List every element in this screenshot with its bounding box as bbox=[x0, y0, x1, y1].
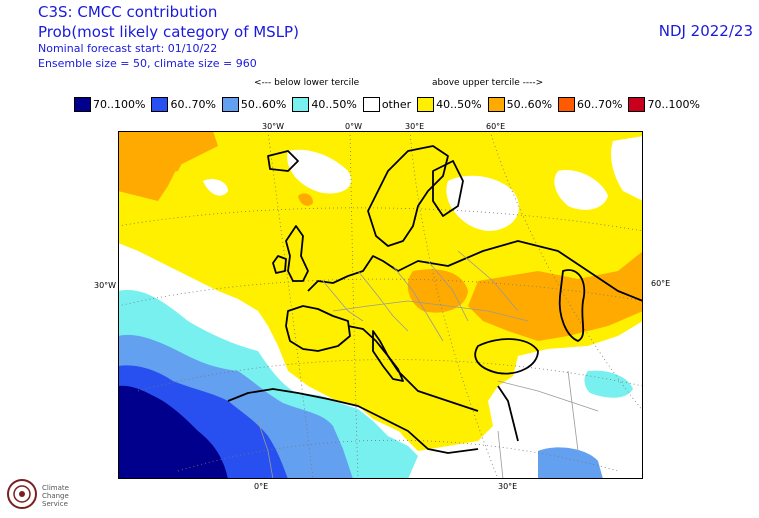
legend-swatch bbox=[222, 97, 239, 112]
legend-above-label: above upper tercile ----> bbox=[432, 78, 543, 88]
legend-item-label: 40..50% bbox=[436, 98, 481, 111]
ensemble-size: Ensemble size = 50, climate size = 960 bbox=[38, 57, 257, 70]
grid-label-top: 60°E bbox=[486, 122, 505, 131]
title-line2: Prob(most likely category of MSLP) bbox=[38, 23, 299, 41]
legend-item-label: 50..60% bbox=[507, 98, 552, 111]
grid-label-top: 30°E bbox=[405, 122, 424, 131]
copernicus-logo bbox=[4, 476, 40, 512]
legend-item-label: other bbox=[382, 98, 411, 111]
legend-item-label: 40..50% bbox=[311, 98, 356, 111]
logo-text: Climate Change Service bbox=[42, 484, 88, 508]
legend-item-label: 50..60% bbox=[241, 98, 286, 111]
legend-swatch bbox=[74, 97, 91, 112]
legend-item: 70..100% bbox=[628, 97, 699, 112]
legend-item-label: 70..100% bbox=[93, 98, 145, 111]
legend-item: 60..70% bbox=[558, 97, 622, 112]
legend-item: 70..100% bbox=[74, 97, 145, 112]
legend-item-label: 70..100% bbox=[647, 98, 699, 111]
title-line1: C3S: CMCC contribution bbox=[38, 3, 217, 21]
season-label: NDJ 2022/23 bbox=[659, 22, 753, 40]
grid-label-right: 60°E bbox=[651, 279, 670, 288]
grid-label-top: 30°W bbox=[262, 122, 284, 131]
legend-item-label: 60..70% bbox=[170, 98, 215, 111]
grid-label-bottom: 0°E bbox=[254, 482, 268, 491]
legend-swatch bbox=[417, 97, 434, 112]
legend-item: 50..60% bbox=[222, 97, 286, 112]
grid-label-left: 30°W bbox=[94, 281, 116, 290]
legend-item: other bbox=[363, 97, 411, 112]
legend-swatch bbox=[292, 97, 309, 112]
legend-swatch bbox=[363, 97, 380, 112]
legend-swatch bbox=[151, 97, 168, 112]
grid-label-bottom: 30°E bbox=[498, 482, 517, 491]
legend-item: 60..70% bbox=[151, 97, 215, 112]
legend-swatch bbox=[488, 97, 505, 112]
legend-item-label: 60..70% bbox=[577, 98, 622, 111]
legend-item: 40..50% bbox=[292, 97, 356, 112]
forecast-start: Nominal forecast start: 01/10/22 bbox=[38, 42, 217, 55]
legend-below-label: <--- below lower tercile bbox=[254, 78, 359, 88]
legend: 70..100% 60..70% 50..60% 40..50% other 4… bbox=[74, 97, 706, 112]
legend-item: 50..60% bbox=[488, 97, 552, 112]
grid-label-top: 0°W bbox=[345, 122, 362, 131]
legend-item: 40..50% bbox=[417, 97, 481, 112]
probability-map bbox=[118, 131, 643, 479]
legend-swatch bbox=[628, 97, 645, 112]
legend-swatch bbox=[558, 97, 575, 112]
